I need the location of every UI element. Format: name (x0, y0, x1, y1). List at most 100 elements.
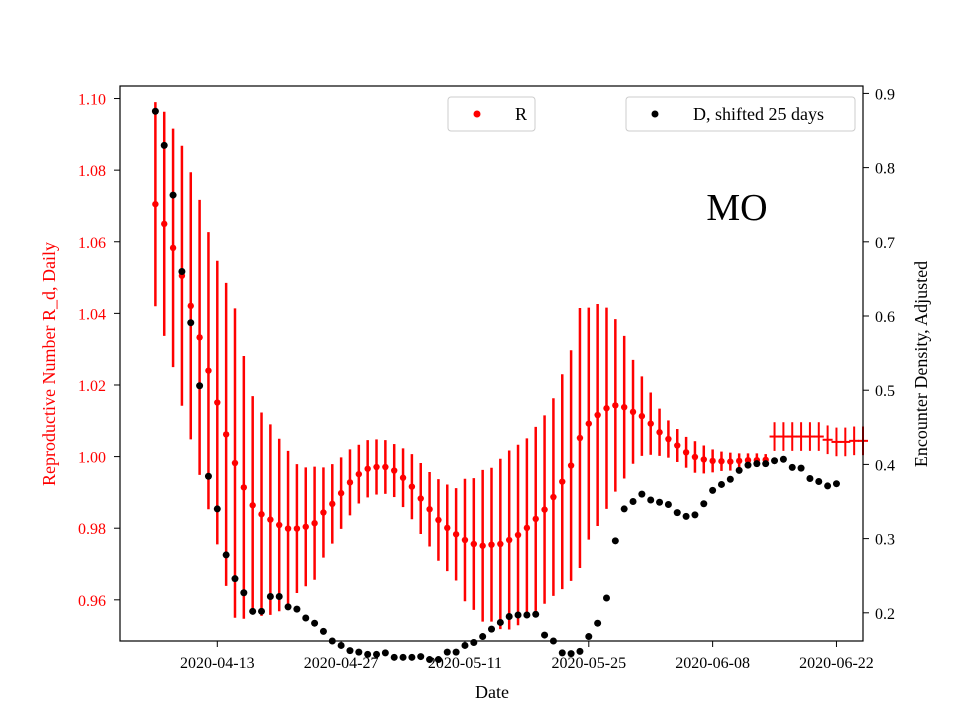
r-point (709, 457, 716, 465)
d-point (417, 653, 425, 661)
r-point (594, 411, 601, 419)
d-point (293, 605, 301, 613)
r-point (399, 474, 407, 481)
legend-d-box (625, 96, 856, 132)
d-point (638, 490, 646, 498)
d-point (169, 191, 177, 199)
r-point (320, 509, 327, 516)
r-point (603, 405, 610, 412)
d-point (249, 607, 257, 615)
y-left-tick-label: 1.00 (78, 450, 106, 467)
y-left-tick-label: 0.98 (78, 521, 106, 538)
d-point (284, 603, 292, 611)
r-point (523, 524, 531, 532)
d-point (151, 107, 159, 115)
r-point (682, 449, 690, 456)
d-point (434, 656, 442, 664)
r-point (391, 467, 398, 474)
d-point (479, 633, 487, 641)
r-point (488, 541, 495, 548)
x-tick-label: 2020-04-27 (304, 655, 379, 672)
d-point (302, 614, 310, 622)
d-point (346, 647, 354, 655)
r-point (267, 516, 274, 523)
r-point (620, 403, 628, 411)
y-right-tick-label: 0.4 (875, 457, 895, 474)
r-point (735, 457, 743, 465)
r-point (718, 458, 725, 465)
d-point (505, 613, 513, 621)
r-point (417, 495, 424, 502)
r-point (187, 302, 194, 310)
d-point (178, 267, 186, 275)
r-point (249, 502, 256, 509)
r-point (559, 478, 566, 485)
d-point (523, 611, 531, 619)
r-point (567, 462, 575, 469)
x-tick-label: 2020-04-13 (180, 655, 255, 672)
y-left-tick-label: 1.08 (78, 163, 106, 180)
r-point (293, 525, 301, 532)
r-point (214, 399, 221, 406)
d-point (514, 611, 522, 619)
r-point (479, 542, 486, 549)
d-point (815, 477, 823, 485)
d-point (585, 633, 593, 641)
d-point (824, 482, 832, 490)
d-point (762, 460, 770, 468)
r-point (231, 459, 239, 467)
y-axis-right: 0.2 0.3 0.4 0.5 0.6 0.7 0.8 0.9 (863, 86, 895, 623)
y-right-tick-label: 0.3 (875, 532, 895, 549)
y-right-tick-label: 0.5 (875, 383, 895, 400)
r-point (240, 484, 248, 491)
d-point (355, 648, 363, 656)
y-left-tick-label: 1.10 (78, 92, 106, 109)
d-point (187, 319, 195, 327)
d-point (726, 475, 734, 483)
d-point (222, 551, 230, 559)
r-point (408, 483, 416, 490)
r-point (444, 524, 451, 532)
x-tick-label: 2020-06-08 (675, 655, 750, 672)
r-point (585, 420, 592, 427)
d-point (620, 505, 628, 513)
d-point (381, 649, 389, 657)
d-point (558, 649, 566, 657)
r-point (576, 434, 584, 442)
r-point (727, 458, 734, 465)
y-left-tick-label: 1.04 (78, 306, 106, 323)
d-point (806, 475, 814, 483)
d-point (373, 650, 381, 658)
d-point (196, 382, 204, 390)
r-point (364, 465, 371, 472)
d-point (426, 656, 434, 664)
r-point (284, 525, 292, 532)
y-right-tick-label: 0.6 (875, 309, 895, 326)
d-point (204, 472, 212, 480)
d-point (788, 463, 796, 471)
d-point (258, 607, 266, 615)
y-left-tick-label: 1.02 (78, 378, 106, 395)
r-point (205, 367, 212, 374)
d-point (213, 505, 221, 513)
d-point (753, 460, 761, 468)
d-point (364, 650, 372, 658)
y-left-tick-label: 0.96 (78, 593, 106, 610)
r-point (302, 523, 309, 530)
d-point (771, 457, 779, 465)
r-point (505, 536, 513, 544)
x-tick-label: 2020-05-25 (551, 655, 626, 672)
r-point (152, 200, 159, 208)
r-point (222, 431, 230, 438)
r-point (426, 506, 433, 513)
r-point (744, 456, 752, 464)
r-point (169, 244, 177, 252)
d-point (532, 610, 540, 618)
d-point (656, 498, 664, 506)
legend-d: D, shifted 25 days (625, 96, 856, 132)
x-axis: 2020-04-13 2020-04-27 2020-05-11 2020-05-25… (180, 641, 874, 672)
d-point (240, 589, 248, 597)
d-point (399, 653, 407, 661)
plot-frame (119, 85, 864, 642)
d-point (700, 500, 708, 508)
